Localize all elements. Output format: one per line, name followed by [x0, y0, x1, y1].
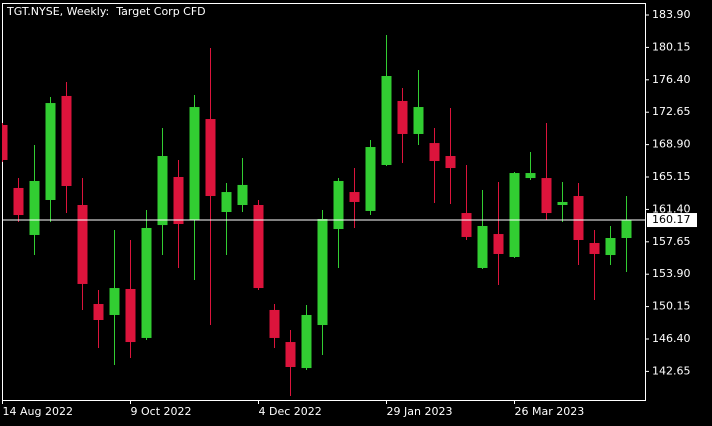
y-tick-label: 176.40: [652, 73, 691, 86]
candle-body: [237, 184, 248, 205]
chart-title: TGT.NYSE, Weekly: Target Corp CFD: [6, 5, 206, 18]
candle-body: [189, 107, 200, 221]
candle-body: [413, 107, 424, 134]
y-tick-label: 180.15: [652, 40, 691, 53]
y-tick-label: 165.15: [652, 170, 691, 183]
candle-body: [29, 180, 40, 235]
candle-body: [157, 156, 168, 226]
y-tick-label: 150.15: [652, 300, 691, 313]
candle-body: [253, 204, 264, 289]
current-price-box: [647, 213, 697, 228]
candle-body: [541, 178, 552, 214]
candle-body: [349, 192, 360, 202]
x-tick-label: 9 Oct 2022: [131, 405, 192, 418]
candle-body: [93, 304, 104, 320]
candle-body: [493, 234, 504, 254]
candle-body: [13, 187, 24, 216]
candle-body: [397, 100, 408, 134]
candle-body: [429, 143, 440, 162]
x-tick-label: 29 Jan 2023: [387, 405, 453, 418]
candle-body: [77, 204, 88, 284]
candle-body: [621, 220, 632, 239]
candle-body: [605, 238, 616, 256]
x-tick-label: 4 Dec 2022: [259, 405, 322, 418]
y-tick-label: 172.65: [652, 105, 691, 118]
y-tick-label: 153.90: [652, 267, 691, 280]
candle-body: [61, 95, 72, 186]
candle-body: [445, 156, 456, 169]
candle-body: [525, 173, 536, 179]
candle-body: [557, 201, 568, 205]
x-tick-label: 26 Mar 2023: [515, 405, 585, 418]
candle-body: [365, 147, 376, 211]
candle-body: [477, 225, 488, 268]
y-tick-label: 168.90: [652, 138, 691, 151]
candle-body: [3, 124, 8, 160]
candle-body: [381, 76, 392, 165]
candle-body: [45, 103, 56, 200]
candle-body: [141, 227, 152, 338]
candle-body: [333, 180, 344, 230]
candle-body: [125, 288, 136, 343]
candle-body: [509, 173, 520, 258]
candle-body: [205, 119, 216, 197]
candle-body: [317, 218, 328, 326]
y-tick-label: 157.65: [652, 235, 691, 248]
candle-body: [285, 342, 296, 367]
candle-body: [269, 309, 280, 338]
y-tick-label: 161.40: [652, 202, 691, 215]
candle-body: [573, 196, 584, 240]
candle-body: [221, 192, 232, 212]
x-tick-label: 14 Aug 2022: [3, 405, 73, 418]
current-price-label: 160.17: [652, 213, 691, 226]
y-tick-label: 146.40: [652, 332, 691, 345]
candle-body: [301, 314, 312, 369]
y-tick-label: 142.65: [652, 364, 691, 377]
candle-body: [461, 213, 472, 237]
candle-body: [589, 243, 600, 254]
candle-body: [109, 288, 120, 315]
y-tick-label: 183.90: [652, 8, 691, 21]
candle-body: [173, 177, 184, 225]
plot-frame: [2, 3, 646, 401]
